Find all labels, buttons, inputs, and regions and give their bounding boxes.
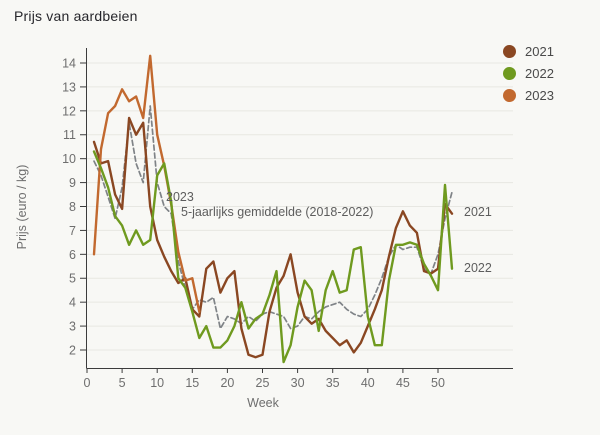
annotation-2023-line: 2023 <box>166 190 194 204</box>
series-line-average <box>93 105 453 330</box>
series-line-2022 <box>92 150 454 364</box>
y-tick-label: 9 <box>69 176 76 190</box>
x-tick-label: 0 <box>84 376 91 390</box>
legend-label-2022: 2022 <box>525 65 554 81</box>
annotation-5yr-average: 5-jaarlijks gemiddelde (2018-2022) <box>181 205 374 219</box>
y-tick-label: 3 <box>69 320 76 334</box>
x-tick-label: 15 <box>185 376 199 390</box>
y-tick-label: 11 <box>63 128 76 142</box>
x-tick-label: 25 <box>256 376 270 390</box>
legend-swatch-2023-icon <box>503 88 516 102</box>
x-tick-label: 30 <box>291 376 305 390</box>
x-tick-label: 10 <box>150 376 164 390</box>
y-tick-label: 14 <box>62 56 76 70</box>
x-tick-label: 40 <box>361 376 375 390</box>
y-tick-label: 4 <box>69 296 76 310</box>
x-axis-title: Week <box>247 396 279 410</box>
legend-label-2021: 2021 <box>525 43 554 59</box>
y-tick-label: 7 <box>69 224 76 238</box>
legend-swatch-2022-icon <box>503 66 516 80</box>
legend-label-2023: 2023 <box>525 87 554 103</box>
legend-item-2022[interactable]: 2022 <box>503 65 554 81</box>
y-tick-label: 6 <box>69 248 76 262</box>
series-line-2021 <box>92 116 454 359</box>
y-tick-label: 12 <box>62 104 76 118</box>
series-line-2023 <box>92 54 201 313</box>
y-tick-label: 13 <box>62 80 76 94</box>
chart-title: Prijs van aardbeien <box>14 8 138 24</box>
legend-item-2023[interactable]: 2023 <box>503 87 554 103</box>
chart-legend: 2021 2022 2023 <box>503 44 554 110</box>
annotation-2021-line: 2021 <box>464 205 492 219</box>
legend-item-2021[interactable]: 2021 <box>503 43 554 59</box>
legend-swatch-2021-icon <box>503 44 516 58</box>
y-tick-label: 5 <box>69 272 76 286</box>
x-tick-label: 20 <box>220 376 234 390</box>
x-tick-label: 50 <box>431 376 445 390</box>
y-tick-label: 2 <box>69 344 76 358</box>
y-tick-label: 10 <box>62 152 76 166</box>
y-tick-label: 8 <box>69 200 76 214</box>
x-tick-label: 5 <box>119 376 126 390</box>
y-axis-title: Prijs (euro / kg) <box>15 164 29 250</box>
annotation-2022-line: 2022 <box>464 261 492 275</box>
x-tick-label: 45 <box>396 376 410 390</box>
x-tick-label: 35 <box>326 376 340 390</box>
